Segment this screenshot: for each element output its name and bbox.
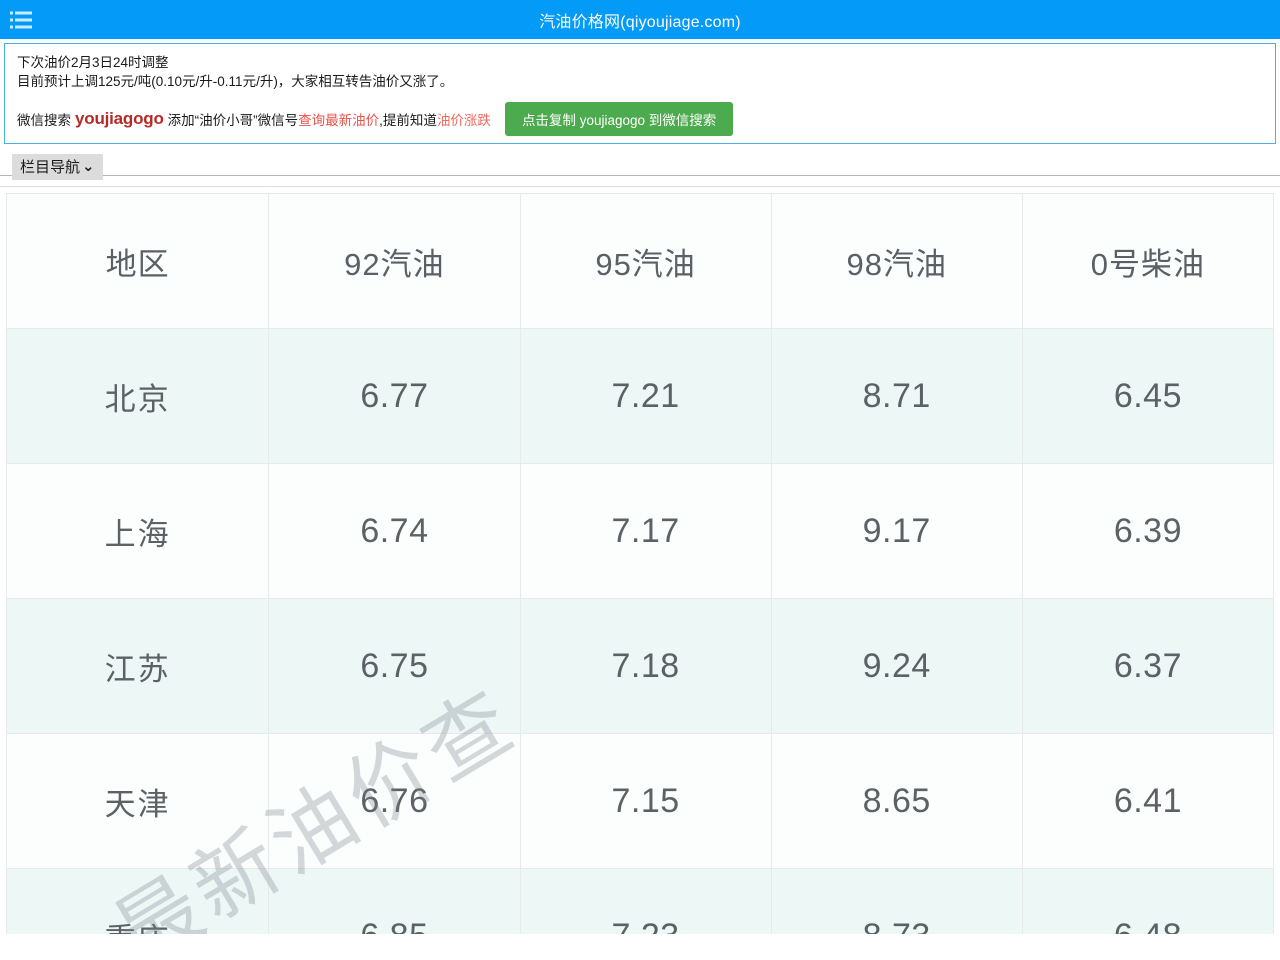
column-header-gas92[interactable]: 92汽油 [268,193,521,329]
cell-gas92: 6.85 [268,868,521,934]
cell-gas98: 9.24 [770,598,1023,734]
cell-gas92: 6.74 [268,463,521,599]
copy-wechat-id-button[interactable]: 点击复制 youjiagogo 到微信搜索 [504,102,734,136]
wechat-promo-line: 微信搜索 youjiagogo 添加“油价小哥”微信号 查询最新油价 ,提前知道… [17,102,1265,136]
table-header: 地区 92汽油 95汽油 98汽油 0号柴油 [5,193,1275,329]
cell-diesel0: 6.45 [1021,328,1275,464]
section-nav-bar: 栏目导航 ⌄ [0,153,1280,180]
menu-icon-row [10,18,32,21]
cell-diesel0: 6.48 [1021,868,1275,934]
forecast-text: 目前预计上调125元/吨(0.10元/升-0.11元/升)，大家相互转告油价又涨… [17,74,454,89]
cell-region: 江苏 [5,598,270,734]
fuel-price-table: 地区 92汽油 95汽油 98汽油 0号柴油 北京 6.77 7.21 8.71… [5,193,1275,934]
cell-region: 重庆 [5,868,270,934]
cell-diesel0: 6.37 [1021,598,1275,734]
table-row[interactable]: 江苏 6.75 7.18 9.24 6.37 [5,598,1275,734]
column-header-gas95[interactable]: 95汽油 [519,193,772,329]
price-table-region: 地区 92汽油 95汽油 98汽油 0号柴油 北京 6.77 7.21 8.71… [0,186,1280,934]
cell-gas92: 6.77 [268,328,521,464]
column-header-gas98[interactable]: 98汽油 [770,193,1023,329]
chevron-down-icon: ⌄ [82,158,95,175]
wechat-add-label: 添加“油价小哥”微信号 [167,113,299,128]
cell-diesel0: 6.41 [1021,733,1275,869]
oil-price-notice-box: 下次油价2月3日24时调整 目前预计上调125元/吨(0.10元/升-0.11元… [4,43,1276,144]
cell-gas92: 6.76 [268,733,521,869]
menu-icon-dot [10,11,13,14]
next-adjustment-text: 下次油价2月3日24时调整 [17,55,169,70]
table-row[interactable]: 北京 6.77 7.21 8.71 6.45 [5,328,1275,464]
cell-gas95: 7.23 [519,868,772,934]
menu-icon-dot [10,25,13,28]
cell-gas95: 7.18 [519,598,772,734]
cell-region: 北京 [5,328,270,464]
query-latest-price-link[interactable]: 查询最新油价 [298,113,380,128]
table-row[interactable]: 天津 6.76 7.15 8.65 6.41 [5,733,1275,869]
table-row[interactable]: 重庆 6.85 7.23 8.73 6.48 [5,868,1275,934]
wechat-search-label: 微信搜索 [17,113,71,128]
cell-gas98: 8.71 [770,328,1023,464]
table-top-divider [0,186,1280,187]
menu-icon-line [15,11,32,14]
menu-icon-line [15,18,32,21]
table-header-row: 地区 92汽油 95汽油 98汽油 0号柴油 [5,193,1275,329]
table-body: 北京 6.77 7.21 8.71 6.45 上海 6.74 7.17 9.17… [5,328,1275,934]
table-row[interactable]: 上海 6.74 7.17 9.17 6.39 [5,463,1275,599]
page-title: 汽油价格网(qiyoujiage.com) [539,13,741,31]
cell-gas92: 6.75 [268,598,521,734]
column-nav-label: 栏目导航 [20,159,81,176]
menu-icon-row [10,25,32,28]
menu-icon-line [15,25,32,28]
cell-gas98: 9.17 [770,463,1023,599]
wechat-account-name: youjiagogo [75,109,164,128]
cell-gas98: 8.73 [770,868,1023,934]
cell-region: 天津 [5,733,270,869]
know-in-advance-label: ,提前知道 [379,113,437,128]
cell-gas98: 8.65 [770,733,1023,869]
price-trend-link[interactable]: 油价涨跌 [436,113,491,128]
top-app-bar: 汽油价格网(qiyoujiage.com) [0,0,1280,39]
list-menu-icon[interactable] [10,11,32,28]
menu-icon-row [10,11,32,14]
cell-gas95: 7.21 [519,328,772,464]
cell-diesel0: 6.39 [1021,463,1275,599]
cell-gas95: 7.17 [519,463,772,599]
cell-region: 上海 [5,463,270,599]
column-header-region[interactable]: 地区 [5,193,270,329]
sidebar-item-column-nav[interactable]: 栏目导航 ⌄ [12,154,103,180]
cell-gas95: 7.15 [519,733,772,869]
column-header-diesel0[interactable]: 0号柴油 [1021,193,1275,329]
menu-icon-dot [10,18,13,21]
